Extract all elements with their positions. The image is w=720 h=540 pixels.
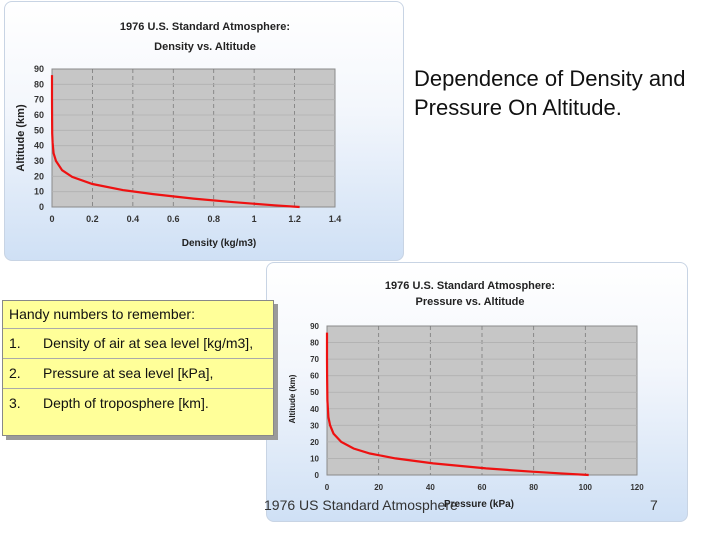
list-item-text: Depth of troposphere [km]. [43,395,209,411]
pressure-chart: 1976 U.S. Standard Atmosphere: Pressure v… [288,280,644,510]
x-axis-label: Pressure (kPa) [444,499,514,510]
slide-title: Dependence of Density and Pressure On Al… [414,66,686,120]
list-item-text: Pressure at sea level [kPa], [43,365,214,381]
chart-subtitle: Density vs. Altitude [154,41,256,53]
chart-subtitle: Pressure vs. Altitude [415,296,524,308]
plot-area [51,68,336,208]
y-tick-label: 80 [34,79,44,89]
x-tick-label: 40 [426,483,435,492]
x-axis-label: Density (kg/m3) [182,238,256,249]
handy-numbers-title: Handy numbers to remember: [9,306,195,322]
y-axis-label: Altitude (km) [288,374,297,423]
y-tick-label: 80 [310,339,319,348]
y-tick-label: 70 [34,95,44,105]
y-tick-label: 40 [310,405,319,414]
x-tick-label: 1.2 [288,214,301,224]
series-line [50,75,300,209]
x-tick-label: 1 [252,214,257,224]
x-tick-label: 0 [325,483,330,492]
y-tick-label: 60 [310,372,319,381]
series-line [325,332,589,477]
list-item-text: Density of air at sea level [kg/m3], [43,335,254,351]
handy-numbers-list: 1. Density of air at sea level [kg/m3], … [3,329,273,418]
page-number: 7 [650,497,658,513]
y-tick-label: 0 [39,202,44,212]
x-tick-label: 0.6 [167,214,180,224]
x-tick-label: 80 [529,483,538,492]
x-tick-label: 1.4 [329,214,342,224]
list-item-number: 3. [9,395,21,411]
y-tick-label: 50 [34,125,44,135]
y-tick-label: 90 [310,322,319,331]
list-item-number: 2. [9,365,21,381]
y-tick-label: 90 [34,64,44,74]
x-tick-label: 0.2 [86,214,99,224]
x-tick-label: 20 [374,483,383,492]
y-tick-label: 10 [310,454,319,463]
y-tick-label: 30 [34,156,44,166]
list-item-number: 1. [9,335,21,351]
x-tick-label: 100 [579,483,593,492]
density-chart: 1976 U.S. Standard Atmosphere: Density vs… [15,21,342,249]
y-tick-label: 30 [310,421,319,430]
x-tick-label: 120 [630,483,644,492]
y-tick-label: 40 [34,141,44,151]
y-tick-label: 10 [34,187,44,197]
list-item: 3. Depth of troposphere [km]. [3,389,273,418]
y-tick-label: 50 [310,388,319,397]
list-item: 2. Pressure at sea level [kPa], [3,359,273,389]
y-tick-label: 0 [315,471,320,480]
chart-title: 1976 U.S. Standard Atmosphere: [120,21,290,33]
pressure-chart-panel: 1976 U.S. Standard Atmosphere: Pressure v… [266,262,688,522]
density-chart-panel: 1976 U.S. Standard Atmosphere: Density vs… [4,1,404,261]
y-axis-label: Altitude (km) [15,104,27,172]
list-item: 1. Density of air at sea level [kg/m3], [3,329,273,359]
y-tick-label: 60 [34,110,44,120]
x-tick-label: 0.8 [207,214,220,224]
y-tick-label: 70 [310,355,319,364]
x-tick-label: 0.4 [127,214,140,224]
handy-numbers-divider [3,328,273,329]
handy-numbers-box: Handy numbers to remember: 1. Density of… [2,300,274,436]
chart-title: 1976 U.S. Standard Atmosphere: [385,280,555,292]
y-tick-label: 20 [34,171,44,181]
slide-footer: 1976 US Standard Atmosphere [264,497,458,513]
x-tick-label: 0 [49,214,54,224]
y-tick-label: 20 [310,438,319,447]
x-tick-label: 60 [478,483,487,492]
